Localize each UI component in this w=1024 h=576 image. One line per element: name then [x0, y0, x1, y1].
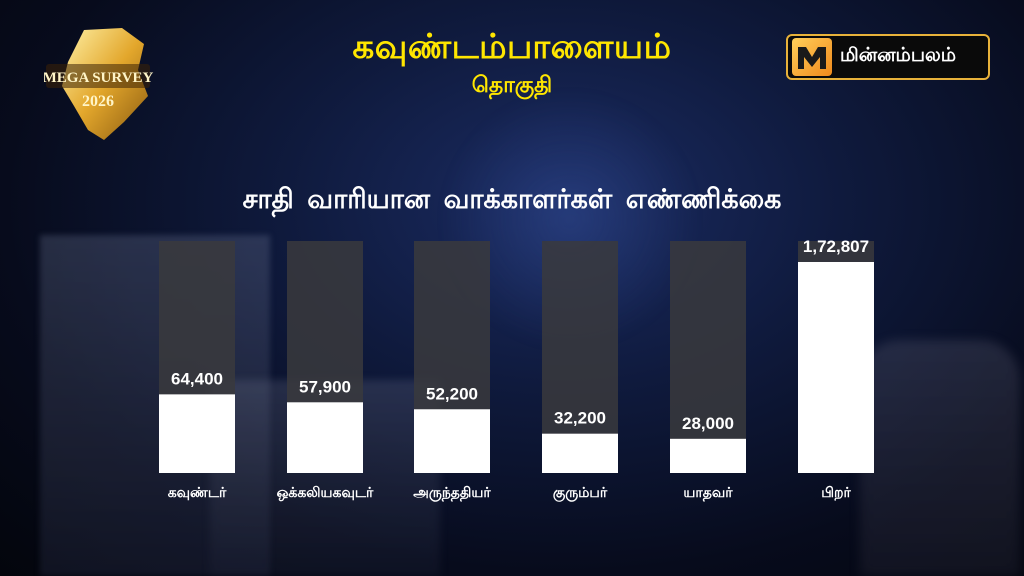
bar: [159, 394, 235, 473]
brand-name: மின்னம்பலம்: [840, 45, 957, 66]
minnambalam-brand-badge: மின்னம்பலம்: [786, 34, 990, 80]
category-label: யாதவர்: [683, 484, 733, 502]
logo-text-year: 2026: [82, 93, 114, 110]
bar: [414, 409, 490, 473]
category-label: கவுண்டர்: [168, 484, 227, 500]
logo-text-survey: MEGA SURVEY: [44, 70, 154, 86]
constituency-title: கவுண்டம்பாளையம்: [352, 28, 672, 66]
category-label: அருந்ததியர்: [413, 484, 491, 502]
category-label: குரும்பர்: [553, 484, 608, 502]
bar: [287, 402, 363, 473]
mega-survey-logo: MEGA SURVEY 2026: [44, 26, 154, 142]
chart-title: சாதி வாரியான வாக்காளர்கள் எண்ணிக்கை: [242, 184, 782, 214]
bar-value-label: 1,72,807: [803, 237, 869, 256]
bar-track: [670, 241, 746, 473]
brand-m-icon: [792, 38, 832, 76]
category-label: ஒக்கலியகவுடர்: [277, 484, 374, 501]
bar-value-label: 28,000: [682, 414, 734, 433]
bar: [542, 433, 618, 473]
background-hand: [860, 340, 1020, 576]
bar-value-label: 64,400: [171, 369, 223, 388]
bar: [670, 438, 746, 473]
bar: [798, 261, 874, 473]
category-label: பிறர்: [821, 484, 851, 501]
bar-value-label: 32,200: [554, 409, 606, 428]
constituency-subtitle: தொகுதி: [471, 72, 553, 97]
bar-value-label: 57,900: [299, 377, 351, 396]
bar-value-label: 52,200: [426, 384, 478, 403]
